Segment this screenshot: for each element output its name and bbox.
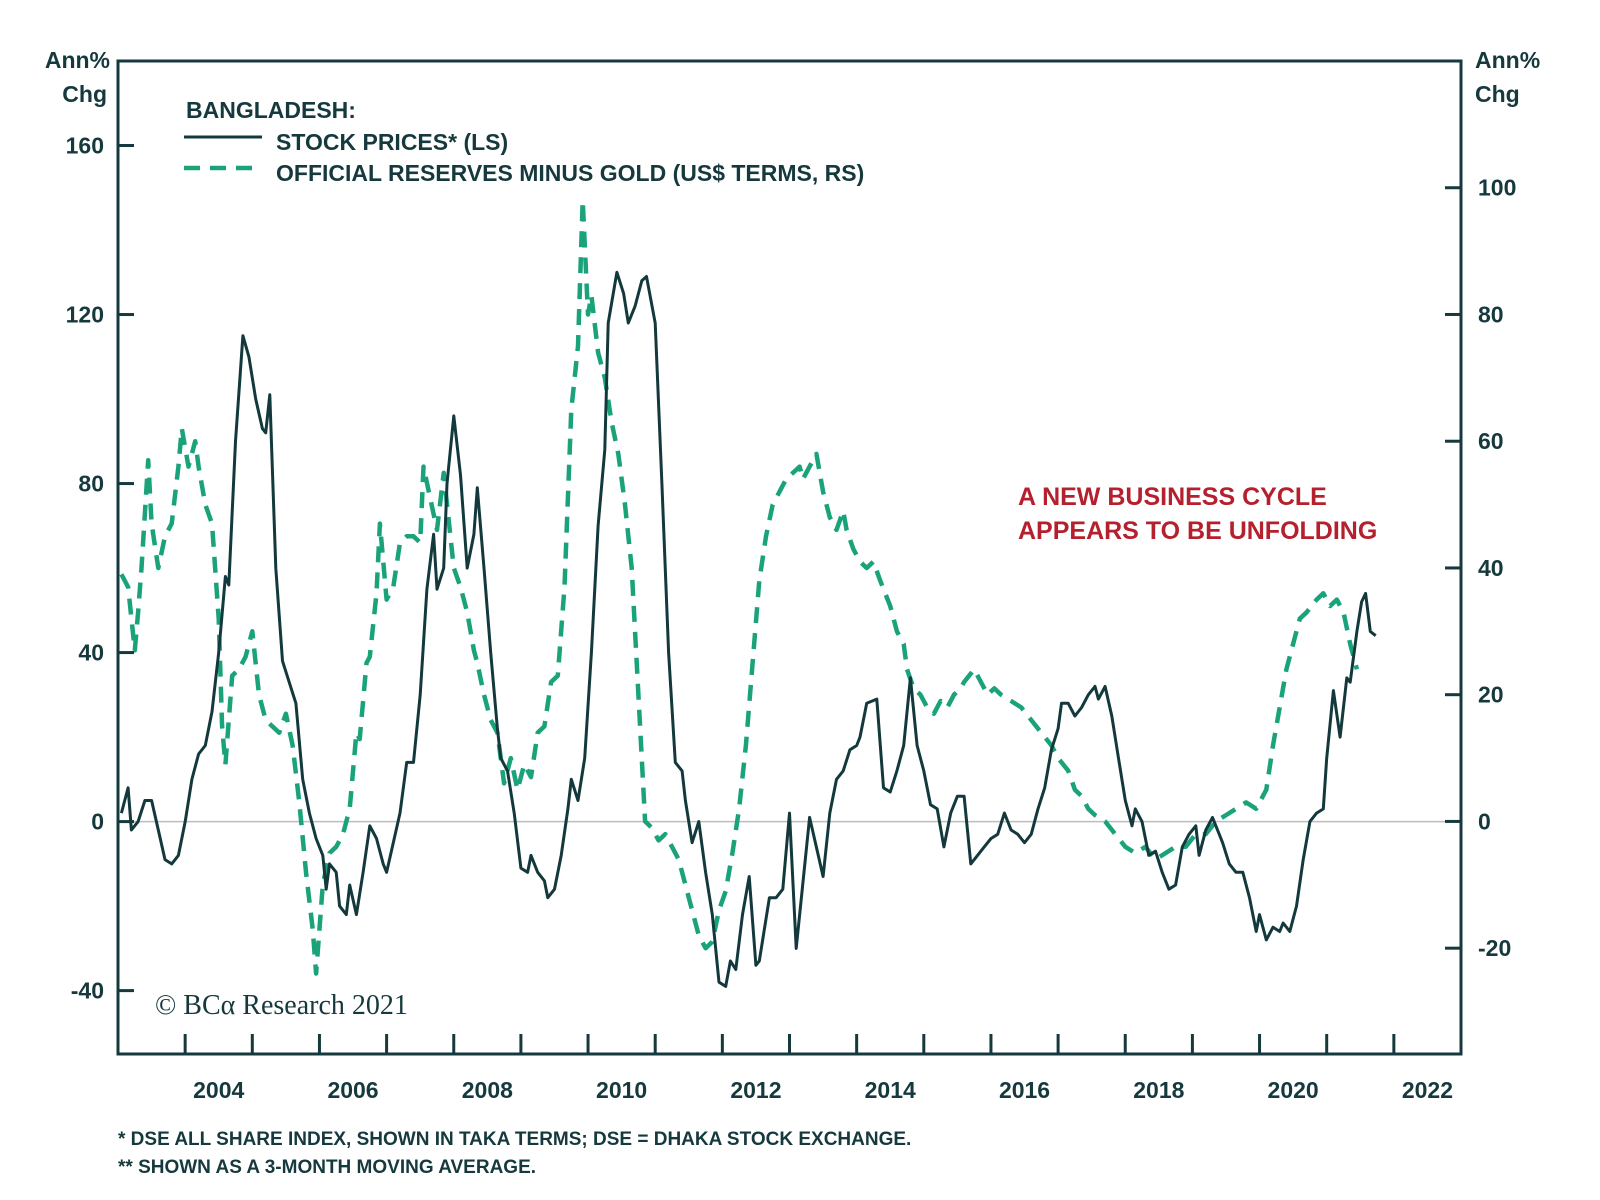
- x-tick-label: 2014: [865, 1077, 916, 1103]
- right-tick-label: 80: [1478, 301, 1504, 327]
- stock-prices-line: [119, 270, 1377, 988]
- left-tick-label: 120: [66, 302, 104, 328]
- right-tick-label: -20: [1478, 935, 1511, 961]
- right-tick-label: 100: [1478, 175, 1516, 201]
- x-tick-label: 2018: [1133, 1077, 1184, 1103]
- x-tick-label: 2016: [999, 1077, 1050, 1103]
- credit-text: © BCα Research 2021: [155, 990, 408, 1021]
- x-tick-label: 2010: [596, 1077, 647, 1103]
- right-axis-title-line1: Ann%: [1475, 47, 1540, 73]
- annotation-line2: APPEARS TO BE UNFOLDING: [1018, 517, 1377, 545]
- left-tick-label: -40: [71, 978, 104, 1004]
- right-tick-label: 20: [1478, 682, 1504, 708]
- right-tick-label: 40: [1478, 555, 1504, 581]
- x-tick-label: 2012: [730, 1077, 781, 1103]
- left-axis-title-line1: Ann%: [45, 47, 110, 73]
- x-tick-label: 2004: [193, 1077, 244, 1103]
- legend-title: BANGLADESH:: [186, 97, 356, 123]
- footnote-1: * DSE ALL SHARE INDEX, SHOWN IN TAKA TER…: [118, 1129, 911, 1150]
- left-tick-label: 80: [78, 471, 104, 497]
- left-axis-title-line2: Chg: [62, 81, 107, 107]
- left-tick-label: 0: [91, 809, 104, 835]
- legend-label-reserves: OFFICIAL RESERVES MINUS GOLD (US$ TERMS,…: [276, 160, 864, 186]
- x-tick-label: 2020: [1268, 1077, 1319, 1103]
- x-tick-label: 2022: [1402, 1077, 1453, 1103]
- right-tick-label: 0: [1478, 808, 1491, 834]
- x-tick-label: 2006: [327, 1077, 378, 1103]
- annotation-line1: A NEW BUSINESS CYCLE: [1018, 483, 1327, 511]
- right-axis-title-line2: Chg: [1475, 81, 1520, 107]
- right-tick-label: 60: [1478, 428, 1504, 454]
- x-tick-label: 2008: [462, 1077, 513, 1103]
- left-tick-label: 160: [66, 133, 104, 159]
- footnote-2: ** SHOWN AS A 3-MONTH MOVING AVERAGE.: [118, 1157, 536, 1178]
- reserves-line: [119, 198, 1360, 976]
- plot-frame: [116, 59, 1463, 1056]
- legend-label-stock: STOCK PRICES* (LS): [276, 129, 508, 155]
- left-tick-label: 40: [78, 640, 104, 666]
